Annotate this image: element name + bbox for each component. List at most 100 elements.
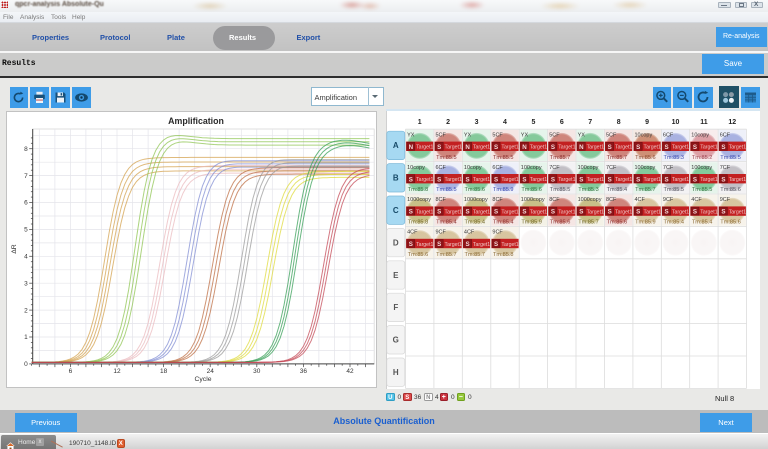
svg-text:Target1: Target1 [728, 209, 745, 215]
svg-text:Target1: Target1 [700, 145, 717, 151]
svg-text:S: S [550, 209, 554, 216]
svg-text:30: 30 [253, 368, 261, 375]
svg-text:5CF: 5CF [435, 132, 446, 138]
svg-text:Target1: Target1 [472, 145, 489, 151]
svg-text:G: G [392, 336, 398, 345]
svg-text:8CF: 8CF [606, 197, 617, 203]
svg-text:3: 3 [474, 119, 478, 126]
svg-text:Tm:85.8: Tm:85.8 [407, 187, 428, 193]
svg-text:Tm:85.4: Tm:85.4 [464, 220, 485, 226]
svg-text:Target1: Target1 [643, 177, 660, 183]
svg-text:6: 6 [24, 200, 28, 207]
svg-text:12: 12 [114, 368, 122, 375]
svg-text:S: S [664, 144, 668, 151]
svg-text:11: 11 [700, 119, 708, 126]
svg-text:Target1: Target1 [558, 177, 575, 183]
svg-text:S: S [494, 241, 498, 248]
svg-text:Tm:85.9: Tm:85.9 [521, 220, 542, 226]
svg-text:100copy: 100copy [520, 165, 541, 171]
svg-text:S: S [550, 176, 554, 183]
svg-text:2: 2 [446, 119, 450, 126]
svg-text:Target1: Target1 [416, 145, 433, 151]
svg-text:Target1: Target1 [444, 209, 461, 215]
svg-text:18: 18 [160, 368, 168, 375]
svg-text:Target1: Target1 [728, 145, 745, 151]
svg-text:Target1: Target1 [416, 177, 433, 183]
svg-text:Target1: Target1 [615, 177, 632, 183]
svg-text:100copy: 100copy [577, 165, 598, 171]
svg-text:Tm:85.7: Tm:85.7 [578, 220, 599, 226]
svg-text:S: S [437, 241, 441, 248]
svg-text:12: 12 [728, 119, 736, 126]
svg-text:10copy: 10copy [691, 132, 709, 138]
svg-text:0: 0 [24, 361, 28, 368]
svg-text:Tm:85.5: Tm:85.5 [720, 155, 741, 161]
svg-text:N: N [408, 144, 413, 151]
svg-text:9CF: 9CF [662, 197, 673, 203]
svg-text:Target1: Target1 [586, 209, 603, 215]
svg-text:Target1: Target1 [416, 209, 433, 215]
svg-text:5CF: 5CF [549, 132, 560, 138]
svg-text:F: F [393, 303, 398, 312]
svg-text:S: S [664, 176, 668, 183]
svg-text:S: S [721, 176, 725, 183]
svg-text:4CF: 4CF [407, 230, 418, 236]
svg-text:1000copy: 1000copy [407, 197, 431, 203]
svg-text:S: S [721, 144, 725, 151]
svg-text:S: S [437, 144, 441, 151]
svg-text:Tm:85.4: Tm:85.4 [663, 220, 684, 226]
svg-text:Tm:85.6: Tm:85.6 [464, 187, 485, 193]
svg-text:ΔR: ΔR [11, 244, 18, 254]
svg-text:Target1: Target1 [586, 145, 603, 151]
svg-text:S: S [693, 144, 697, 151]
svg-text:S: S [522, 176, 526, 183]
svg-text:YX: YX [463, 132, 471, 138]
svg-text:Tm:85.5: Tm:85.5 [436, 155, 457, 161]
svg-text:YX: YX [407, 132, 415, 138]
svg-text:N: N [522, 144, 527, 151]
svg-text:6: 6 [69, 368, 73, 375]
svg-text:Target1: Target1 [529, 177, 546, 183]
svg-text:Tm:85.4: Tm:85.4 [691, 220, 712, 226]
svg-text:S: S [636, 144, 640, 151]
svg-text:8CF: 8CF [549, 197, 560, 203]
svg-text:1000copy: 1000copy [577, 197, 601, 203]
svg-text:Tm:85.6: Tm:85.6 [521, 187, 542, 193]
svg-text:YX: YX [520, 132, 528, 138]
svg-text:9CF: 9CF [435, 230, 446, 236]
svg-text:6CF: 6CF [719, 132, 730, 138]
svg-text:7: 7 [24, 173, 28, 180]
svg-text:H: H [393, 368, 399, 377]
svg-text:Target1: Target1 [529, 145, 546, 151]
svg-text:S: S [408, 209, 412, 216]
svg-text:8CF: 8CF [492, 197, 503, 203]
svg-text:4: 4 [24, 254, 28, 261]
svg-text:Target1: Target1 [558, 145, 575, 151]
svg-text:Target1: Target1 [416, 242, 433, 248]
svg-text:1: 1 [24, 334, 28, 341]
svg-text:9CF: 9CF [492, 230, 503, 236]
svg-text:S: S [465, 209, 469, 216]
svg-text:Target1: Target1 [501, 177, 518, 183]
svg-text:Target1: Target1 [444, 242, 461, 248]
svg-text:Target1: Target1 [671, 177, 688, 183]
svg-text:Target1: Target1 [671, 145, 688, 151]
svg-text:2: 2 [24, 308, 28, 315]
svg-text:S: S [494, 176, 498, 183]
svg-text:Target1: Target1 [472, 242, 489, 248]
svg-text:S: S [579, 176, 583, 183]
svg-text:Tm:85.3: Tm:85.3 [663, 155, 684, 161]
svg-text:9CF: 9CF [719, 197, 730, 203]
svg-text:42: 42 [347, 368, 355, 375]
svg-text:10copy: 10copy [634, 132, 652, 138]
svg-text:Target1: Target1 [472, 209, 489, 215]
svg-text:7CF: 7CF [719, 165, 730, 171]
svg-text:S: S [693, 209, 697, 216]
svg-text:YX: YX [577, 132, 585, 138]
svg-text:4CF: 4CF [463, 230, 474, 236]
svg-text:S: S [636, 176, 640, 183]
svg-text:Target1: Target1 [700, 209, 717, 215]
svg-text:7: 7 [588, 119, 592, 126]
svg-text:Tm:85.7: Tm:85.7 [436, 252, 457, 258]
svg-text:S: S [408, 241, 412, 248]
